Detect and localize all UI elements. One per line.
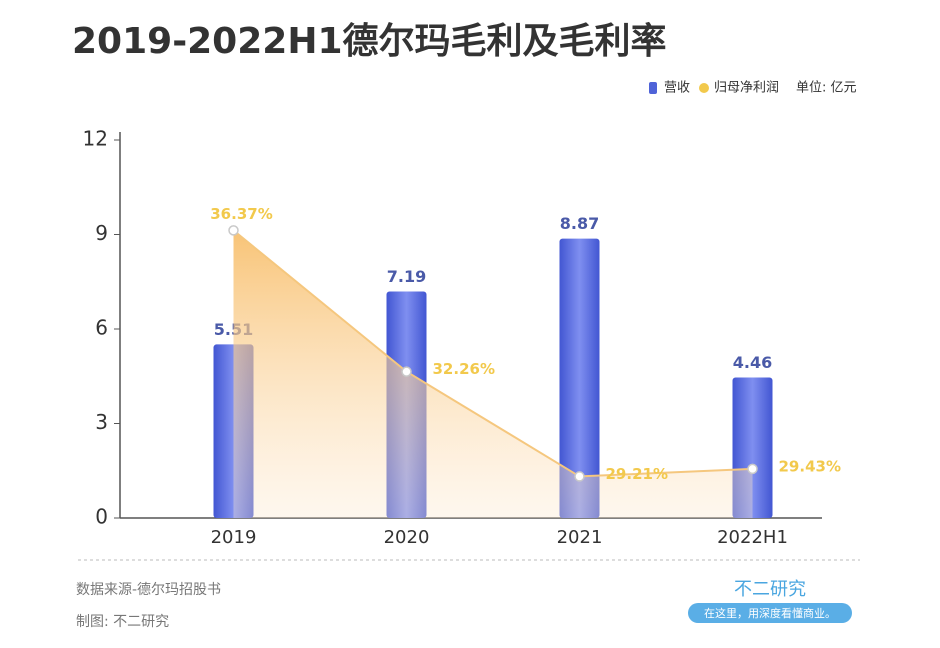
x-tick-label: 2022H1 [717, 527, 788, 548]
slogan: 在这里，用深度看懂商业。 [704, 606, 836, 620]
legend-swatch [649, 82, 657, 94]
line-point [401, 366, 412, 377]
x-tick-label: 2019 [211, 527, 257, 548]
line-point [747, 463, 758, 475]
line-point [574, 471, 585, 482]
area [233, 230, 753, 519]
y-tick-label: 9 [95, 221, 108, 245]
slogan-pill [688, 603, 852, 623]
line-value-label: 29.21% [606, 465, 668, 483]
unit-label: 单位: 亿元 [796, 81, 857, 96]
line-value-label: 32.26% [433, 360, 495, 378]
line-value-label: 29.43% [779, 457, 841, 475]
bar-value-label: 8.87 [560, 214, 599, 233]
chart-title: 2019-2022H1德尔玛毛利及毛利率 [72, 21, 667, 62]
x-tick-label: 2021 [557, 527, 603, 548]
bar-value-label: 7.19 [387, 267, 426, 286]
legend-label: 归母净利润 [714, 81, 779, 96]
source: 数据来源-德尔玛招股书 [76, 582, 221, 598]
y-tick-label: 12 [83, 127, 108, 151]
bar [559, 238, 600, 518]
legend-label: 营收 [664, 81, 690, 96]
y-tick-label: 0 [95, 505, 108, 529]
x-tick-label: 2020 [384, 527, 430, 548]
credit: 制图: 不二研究 [76, 614, 169, 630]
bar-value-label: 4.46 [733, 353, 772, 372]
legend: 营收 归母净利润 单位: 亿元 [649, 81, 857, 96]
line-point [228, 225, 239, 236]
y-tick-label: 3 [95, 410, 108, 434]
line [232, 229, 753, 478]
legend-swatch [699, 83, 709, 93]
line-value-label: 36.37% [210, 205, 272, 223]
y-tick-label: 6 [95, 316, 108, 340]
brand: 不二研究 [734, 579, 806, 600]
